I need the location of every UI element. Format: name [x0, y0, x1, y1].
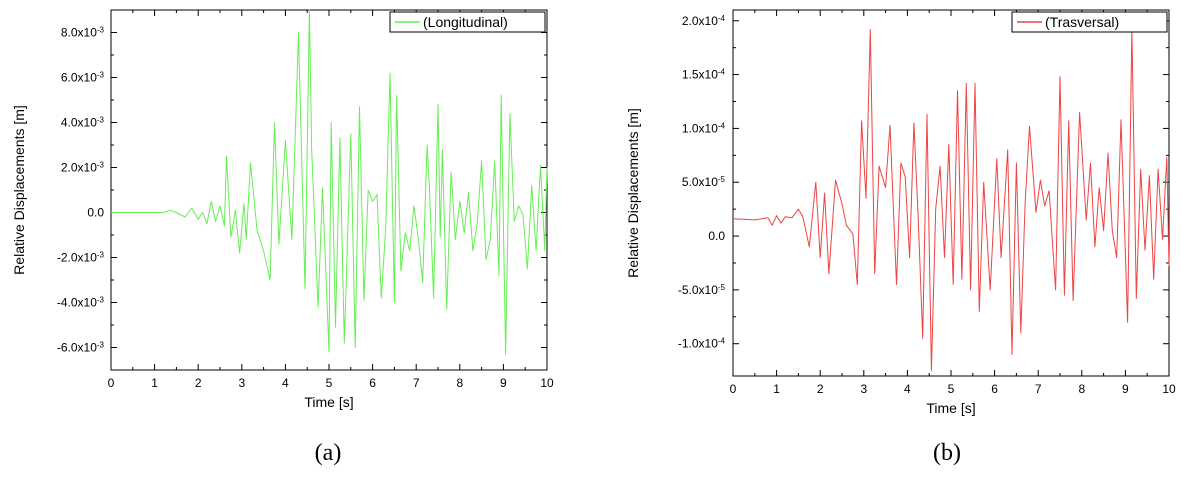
- series-line: [732, 28, 1170, 372]
- legend-label: (Trasversal): [1045, 14, 1119, 30]
- y-tick-label: -4.0x10-3: [57, 295, 105, 310]
- y-tick-label: 4.0x10-3: [61, 115, 105, 130]
- chart-panel-a: 0 1 2 3 4 5 6 7 8 9 10 -6.0x10-3 -4.0x10-3 -2.0x10-3 0…: [0, 0, 590, 472]
- x-axis-title: Time [s]: [926, 400, 975, 416]
- x-tick-label: 1: [773, 382, 780, 396]
- y-tick-label: -1.0x10-4: [678, 336, 726, 351]
- x-tick-label: 4: [282, 376, 289, 390]
- x-tick-label: 2: [195, 376, 202, 390]
- x-tick-label: 9: [500, 376, 507, 390]
- y-tick-label: 0.0: [708, 229, 725, 243]
- y-axis-title: Relative Displacements [m]: [11, 105, 27, 275]
- x-tick-label: 10: [540, 376, 554, 390]
- y-tick-label: 2.0x10-4: [682, 13, 726, 28]
- y-tick-label: 6.0x10-3: [61, 70, 105, 85]
- y-tick-label: -6.0x10-3: [57, 340, 105, 355]
- x-tick-label: 9: [1122, 382, 1129, 396]
- panel-label-a: (a): [314, 440, 342, 466]
- x-tick-label: 2: [817, 382, 824, 396]
- x-tick-label: 5: [326, 376, 333, 390]
- y-tick-label: 5.0x10-5: [682, 175, 726, 190]
- x-tick-label: 7: [413, 376, 420, 390]
- legend-box: [389, 11, 546, 33]
- y-tick-label: 8.0x10-3: [61, 25, 105, 40]
- x-tick-label: 0: [108, 376, 115, 390]
- x-tick-label: 5: [948, 382, 955, 396]
- x-tick-label: 8: [1078, 382, 1085, 396]
- x-tick-label: 8: [456, 376, 463, 390]
- chart-a: 0 1 2 3 4 5 6 7 8 9 10 -6.0x10-3 -4.0x10-3 -2.0x10-3 0…: [11, 9, 554, 410]
- y-tick-label: 1.5x10-4: [682, 67, 726, 82]
- y-tick-label: 1.0x10-4: [682, 121, 726, 136]
- legend-box: [1011, 11, 1168, 33]
- y-axis-title: Relative Displacements [m]: [625, 108, 641, 278]
- x-tick-label: 3: [238, 376, 245, 390]
- panel-label-b: (b): [933, 440, 961, 466]
- chart-b: 0 1 2 3 4 5 6 7 8 9 10 -1.0x10-4 -5.0x10-5 0.0 5.0x10-…: [625, 9, 1176, 416]
- chart-panel-b: 0 1 2 3 4 5 6 7 8 9 10 -1.0x10-4 -5.0x10-5 0.0 5.0x10-…: [591, 0, 1181, 472]
- y-tick-label: 2.0x10-3: [61, 160, 105, 175]
- x-tick-label: 10: [1162, 382, 1176, 396]
- x-axis-title: Time [s]: [304, 394, 353, 410]
- x-tick-label: 6: [369, 376, 376, 390]
- x-tick-label: 4: [904, 382, 911, 396]
- y-tick-label: -2.0x10-3: [57, 250, 105, 265]
- y-tick-label: -5.0x10-5: [678, 282, 726, 297]
- x-tick-label: 6: [991, 382, 998, 396]
- legend-label: (Longitudinal): [423, 14, 508, 30]
- x-tick-label: 7: [1035, 382, 1042, 396]
- x-tick-label: 0: [730, 382, 737, 396]
- y-tick-label: 0.0: [87, 206, 104, 220]
- series-line: [111, 9, 548, 355]
- x-tick-label: 3: [860, 382, 867, 396]
- x-tick-label: 1: [151, 376, 158, 390]
- plot-frame: [732, 9, 1170, 377]
